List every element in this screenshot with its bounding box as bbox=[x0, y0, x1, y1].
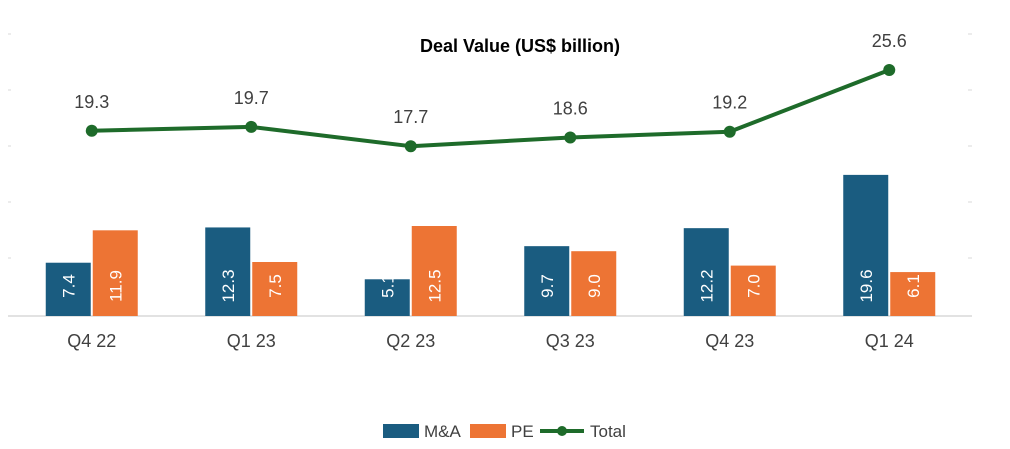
legend-label-ma: M&A bbox=[424, 422, 462, 441]
bar-ma-q1-24 bbox=[843, 174, 889, 316]
bar-ma-q4-22 bbox=[45, 262, 91, 316]
x-axis-tick-labels: Q4 22 Q1 23 Q2 23 Q3 23 Q4 23 Q1 24 bbox=[67, 331, 914, 351]
bar-label-m-a-q2-23: 5.1 bbox=[378, 274, 397, 298]
total-point-q1-23 bbox=[245, 120, 258, 133]
legend-label-pe: PE bbox=[511, 422, 534, 441]
bar-series bbox=[45, 174, 936, 316]
total-point-q1-24 bbox=[883, 63, 896, 76]
legend-swatch-pe bbox=[470, 424, 506, 438]
x-tick-q3-23: Q3 23 bbox=[546, 331, 595, 351]
bar-label-pe-q4-22: 11.9 bbox=[106, 270, 125, 302]
bar-label-m-a-q3-23: 9.7 bbox=[538, 274, 557, 298]
total-label-q3-23: 18.6 bbox=[553, 99, 588, 119]
bar-pe-q2-23 bbox=[411, 226, 457, 316]
bar-pe-q4-23 bbox=[730, 265, 776, 316]
bar-pe-q3-23 bbox=[571, 251, 617, 316]
bar-label-pe-q4-23: 7.0 bbox=[744, 274, 763, 298]
x-tick-q4-22: Q4 22 bbox=[67, 331, 116, 351]
right-axis-ticks bbox=[968, 33, 972, 259]
legend-swatch-ma bbox=[383, 424, 419, 438]
bar-label-pe-q1-24: 6.1 bbox=[904, 274, 923, 298]
bar-label-pe-q1-23: 7.5 bbox=[266, 274, 285, 298]
bar-label-pe-q3-23: 9.0 bbox=[585, 274, 604, 298]
total-line-series: 19.3 19.7 17.7 18.6 19.2 25.6 bbox=[74, 31, 907, 153]
legend-label-total: Total bbox=[590, 422, 626, 441]
total-point-q2-23 bbox=[404, 140, 417, 153]
bar-pe-q1-23 bbox=[252, 262, 298, 316]
total-label-q1-24: 25.6 bbox=[872, 31, 907, 51]
x-tick-q1-23: Q1 23 bbox=[227, 331, 276, 351]
bar-label-pe-q2-23: 12.5 bbox=[425, 269, 444, 302]
bar-ma-q3-23 bbox=[524, 246, 570, 316]
x-tick-q2-23: Q2 23 bbox=[386, 331, 435, 351]
total-label-q1-23: 19.7 bbox=[234, 88, 269, 108]
bar-label-m-a-q4-22: 7.4 bbox=[59, 274, 78, 298]
total-point-q4-22 bbox=[85, 124, 98, 137]
legend: M&A PE Total bbox=[383, 422, 626, 441]
left-axis-ticks bbox=[8, 33, 11, 259]
bar-data-labels: 7.4 11.9 12.3 7.5 5.1 12.5 9.7 9.0 12.2 7.0 19.6 6.… bbox=[59, 269, 923, 302]
bar-ma-q1-23 bbox=[205, 227, 251, 316]
total-line bbox=[91, 68, 890, 149]
bar-label-m-a-q1-24: 19.6 bbox=[857, 269, 876, 302]
total-label-q4-22: 19.3 bbox=[74, 92, 109, 112]
total-label-q4-23: 19.2 bbox=[712, 93, 747, 113]
total-label-q2-23: 17.7 bbox=[393, 107, 428, 127]
bar-label-m-a-q4-23: 12.2 bbox=[697, 269, 716, 302]
legend-marker-total bbox=[557, 426, 567, 436]
bar-pe-q4-22 bbox=[92, 230, 138, 316]
bar-pe-q1-24 bbox=[890, 272, 936, 316]
total-point-q4-23 bbox=[723, 125, 736, 138]
bar-ma-q4-23 bbox=[683, 228, 729, 316]
total-point-q3-23 bbox=[564, 131, 577, 144]
bar-label-m-a-q1-23: 12.3 bbox=[219, 269, 238, 302]
chart-title: Deal Value (US$ billion) bbox=[420, 36, 620, 56]
x-tick-q4-23: Q4 23 bbox=[705, 331, 754, 351]
x-tick-q1-24: Q1 24 bbox=[865, 331, 914, 351]
bar-ma-q2-23 bbox=[364, 279, 410, 316]
